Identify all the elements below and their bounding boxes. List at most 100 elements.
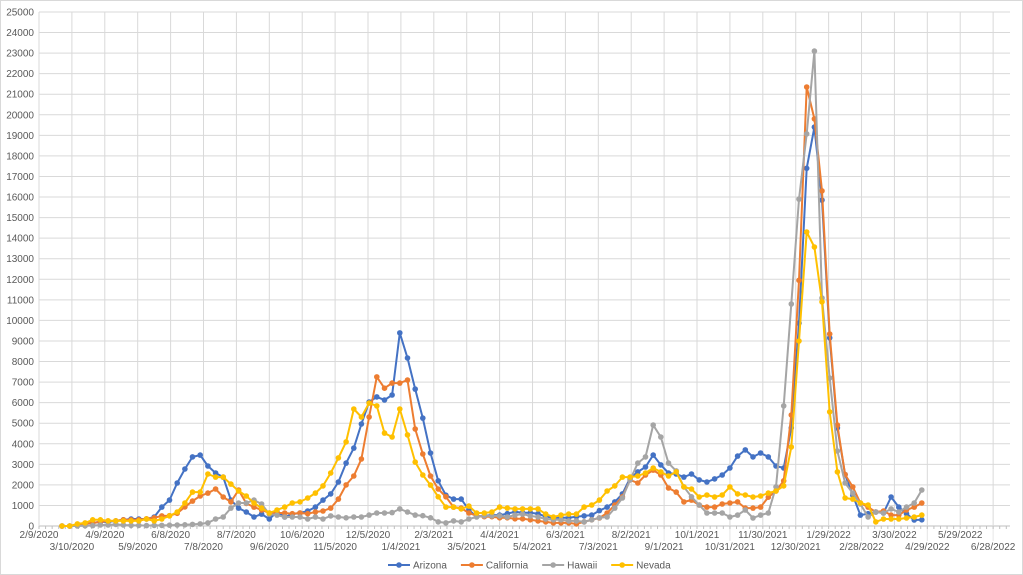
data-point <box>281 510 288 516</box>
data-point <box>358 514 365 520</box>
data-point <box>182 466 188 472</box>
data-point <box>258 505 265 511</box>
data-point <box>443 520 449 526</box>
data-point <box>397 506 403 512</box>
legend-item-hawaii: Hawaii <box>542 561 597 572</box>
data-point <box>466 516 472 522</box>
legend-label: Arizona <box>413 561 447 572</box>
data-point <box>642 470 649 476</box>
data-point <box>59 523 65 529</box>
data-point <box>750 515 756 521</box>
data-point <box>727 500 733 506</box>
data-point <box>143 516 150 522</box>
data-point <box>535 506 541 512</box>
data-point <box>750 505 756 511</box>
y-tick-label: 4000 <box>12 439 35 450</box>
data-point <box>734 499 741 505</box>
data-point <box>397 330 403 336</box>
data-point <box>343 460 349 466</box>
y-axis: 0 1000 2000 3000 4000 5000 6000 7000 8000 9000 100… <box>6 8 34 533</box>
data-point <box>588 512 595 518</box>
data-point <box>343 515 349 521</box>
data-point <box>650 452 656 458</box>
data-point <box>427 482 434 488</box>
data-point <box>765 490 772 496</box>
data-point <box>381 385 388 392</box>
data-point <box>404 377 411 383</box>
data-point <box>274 512 280 518</box>
data-point <box>351 445 357 451</box>
data-point <box>335 496 342 502</box>
data-point <box>535 514 541 520</box>
data-point <box>919 500 925 506</box>
data-point <box>596 497 603 503</box>
data-point <box>381 397 388 403</box>
data-point <box>642 464 649 470</box>
data-point <box>258 511 265 517</box>
data-point <box>327 491 334 497</box>
y-tick-label: 21000 <box>6 90 34 101</box>
x-tick-label: 4/4/2021 <box>480 530 519 541</box>
x-tick-label: 6/3/2021 <box>546 530 585 541</box>
data-point <box>450 518 457 524</box>
data-point <box>780 483 787 489</box>
data-point <box>873 519 879 525</box>
x-tick-label: 12/5/2020 <box>346 530 391 541</box>
data-point <box>205 520 211 526</box>
data-point <box>297 510 303 516</box>
data-point <box>903 515 910 521</box>
data-point <box>281 504 288 510</box>
data-point <box>711 494 718 500</box>
data-point <box>243 500 250 506</box>
data-point <box>228 481 234 487</box>
data-point <box>304 516 311 522</box>
x-tick-label: 10/31/2021 <box>705 542 755 553</box>
data-point <box>212 486 219 492</box>
data-point <box>228 499 234 505</box>
data-point <box>711 510 718 516</box>
data-point <box>235 500 242 506</box>
x-tick-label: 10/6/2020 <box>280 530 325 541</box>
data-point <box>358 456 365 462</box>
data-point <box>635 469 641 475</box>
data-point <box>412 426 419 432</box>
data-point <box>89 522 96 529</box>
data-point <box>182 500 188 506</box>
data-point <box>289 514 296 520</box>
data-point <box>136 518 142 524</box>
data-point <box>681 484 687 490</box>
data-point <box>527 517 534 523</box>
data-point <box>658 469 664 475</box>
legend-marker-icon <box>619 562 625 568</box>
data-point <box>919 487 925 493</box>
data-point <box>343 439 349 445</box>
x-tick-label: 9/6/2020 <box>250 542 289 553</box>
data-point <box>120 522 127 528</box>
data-point <box>542 511 549 517</box>
data-point <box>888 512 894 518</box>
y-tick-label: 9000 <box>12 336 35 347</box>
data-point <box>865 502 871 508</box>
data-point <box>320 483 326 489</box>
data-point <box>243 493 250 499</box>
data-point <box>197 489 203 495</box>
data-point <box>519 506 526 512</box>
data-point <box>159 504 165 510</box>
legend-item-arizona: Arizona <box>388 561 447 572</box>
data-point <box>803 84 810 90</box>
x-tick-label: 5/4/2021 <box>513 542 552 553</box>
data-point <box>412 459 419 465</box>
data-point <box>450 496 457 502</box>
y-tick-label: 1000 <box>12 501 35 512</box>
data-point <box>803 131 810 137</box>
data-point <box>796 277 802 284</box>
data-point <box>412 512 419 518</box>
y-tick-label: 14000 <box>6 234 34 245</box>
data-point <box>750 494 756 500</box>
data-point <box>581 519 587 525</box>
data-point <box>351 473 357 479</box>
data-point <box>335 479 342 485</box>
data-point <box>427 515 434 521</box>
